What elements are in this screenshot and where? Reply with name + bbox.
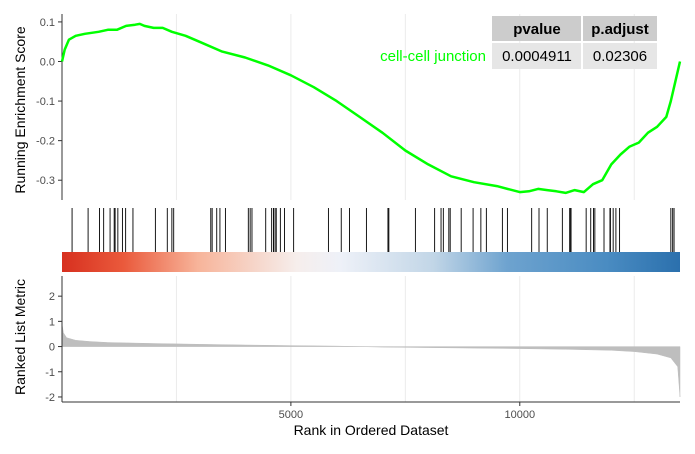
- stats-pvalue-value: 0.0004911: [502, 48, 572, 65]
- x-axis: 5000 10000: [62, 401, 680, 421]
- hit-panel: [62, 208, 680, 272]
- es-y-tick-label: -0.1: [36, 96, 55, 108]
- stats-row-label: cell-cell junction: [380, 48, 486, 65]
- metric-y-axis: 2 1 0 -1 -2: [45, 276, 63, 404]
- metric-y-tick-label: 2: [49, 291, 55, 303]
- es-y-tick-label: 0.0: [40, 56, 55, 68]
- es-line: [60, 22, 682, 195]
- stats-header-pvalue: pvalue: [513, 21, 561, 38]
- es-panel: 0.1 0.0 -0.1 -0.2 -0.3 Running Enrichment Sc…: [12, 14, 682, 200]
- metric-area: [61, 323, 681, 398]
- es-y-axis: 0.1 0.0 -0.1 -0.2 -0.3: [36, 14, 63, 200]
- metric-y-tick-label: -1: [45, 367, 55, 379]
- stats-value-cell-padjust: [583, 43, 657, 69]
- x-tick-label: 10000: [504, 409, 535, 421]
- metric-y-tick-label: 1: [49, 316, 55, 328]
- metric-panel: 2 1 0 -1 -2 Ranked List Metric: [12, 276, 681, 404]
- stats-value-cell-pvalue: [492, 43, 581, 69]
- stats-header-cell-padjust: [583, 16, 657, 41]
- metric-gridlines: [175, 276, 635, 402]
- es-gridlines: [175, 14, 635, 200]
- metric-y-axis-title: Ranked List Metric: [12, 279, 28, 395]
- x-axis-title: Rank in Ordered Dataset: [294, 422, 449, 438]
- es-y-tick-label: -0.2: [36, 136, 55, 148]
- metric-y-tick-label: -2: [45, 392, 55, 404]
- es-y-axis-title: Running Enrichment Score: [12, 26, 28, 194]
- stats-table: pvalue p.adjust cell-cell junction 0.000…: [380, 16, 657, 69]
- es-y-tick-label: 0.1: [40, 17, 55, 29]
- metric-area-group: [61, 323, 681, 398]
- es-y-tick-label: -0.3: [36, 175, 55, 187]
- es-line-group: [60, 22, 682, 195]
- stats-header-padjust: p.adjust: [591, 21, 649, 38]
- metric-y-tick-label: 0: [49, 342, 55, 354]
- heat-bar: [62, 252, 680, 272]
- x-tick-label: 5000: [279, 409, 303, 421]
- stats-padjust-value: 0.02306: [593, 48, 647, 65]
- stats-header-cell-pvalue: [492, 16, 581, 41]
